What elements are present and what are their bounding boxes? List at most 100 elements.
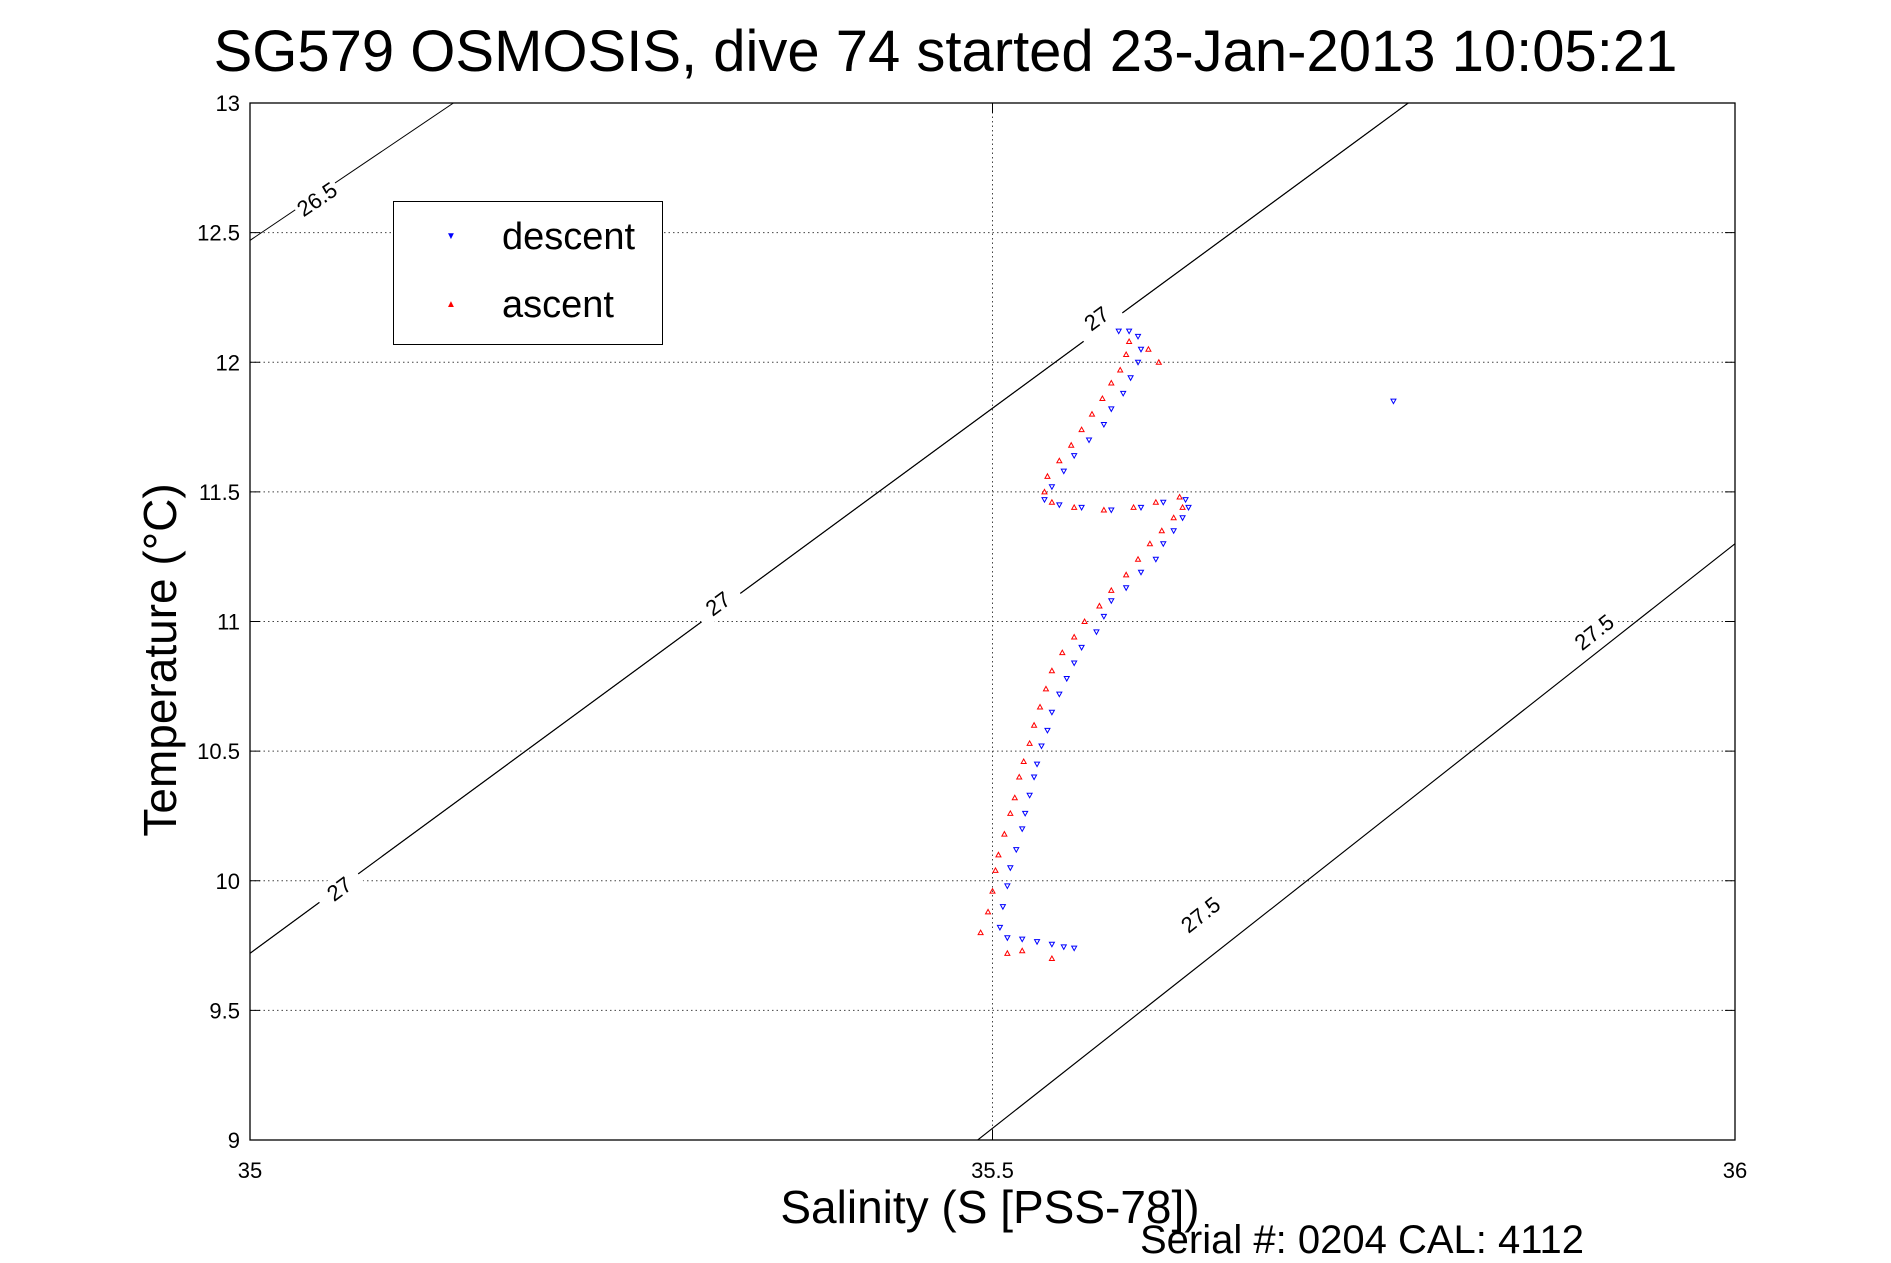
descent-point <box>1179 515 1186 522</box>
descent-point <box>1119 390 1127 397</box>
ascent-point <box>1006 809 1014 816</box>
ascent-point <box>1130 503 1137 510</box>
descent-point <box>1018 936 1026 943</box>
x-tick-label: 35.5 <box>971 1158 1014 1183</box>
chart-title: SG579 OSMOSIS, dive 74 started 23-Jan-20… <box>213 19 1678 84</box>
contour-label-bg <box>312 863 367 914</box>
ascent-point <box>1018 947 1026 954</box>
ascent-point <box>1116 366 1124 373</box>
descent-point <box>1048 941 1056 948</box>
ascent-point <box>1004 949 1011 956</box>
descent-point <box>1070 453 1078 460</box>
ascent-point <box>1015 773 1023 780</box>
ascent-point <box>1041 488 1048 495</box>
ascent-point <box>1176 493 1183 500</box>
descent-point <box>1170 528 1178 535</box>
ascent-point <box>1146 540 1154 547</box>
ascent-point <box>1044 472 1051 479</box>
descent-point <box>1185 504 1192 511</box>
descent-point <box>1021 810 1029 817</box>
descent-point <box>1159 499 1167 506</box>
descent-point <box>1137 346 1145 353</box>
ascent-point <box>1170 514 1178 521</box>
descent-point <box>1055 691 1063 698</box>
ascent-point <box>1155 358 1163 365</box>
ascent-point <box>1058 649 1066 656</box>
descent-point <box>1070 945 1078 952</box>
descent-point <box>1093 629 1100 636</box>
descent-point <box>1044 727 1051 734</box>
ascent-point <box>1020 757 1028 764</box>
ascent-point <box>1145 345 1152 352</box>
descent-point <box>1048 709 1056 716</box>
legend-descent-marker-icon: ▼ <box>446 231 456 242</box>
ascent-point <box>1158 527 1166 534</box>
legend-ascent-label: ascent <box>502 284 614 326</box>
ascent-point <box>1107 586 1115 593</box>
ascent-point <box>1081 617 1088 624</box>
descent-point <box>1030 774 1038 781</box>
ascent-point <box>1096 602 1103 609</box>
descent-point <box>1060 944 1068 951</box>
descent-point <box>1063 676 1071 683</box>
descent-point <box>1085 437 1093 444</box>
descent-point <box>1182 497 1189 504</box>
ascent-point <box>1001 830 1008 837</box>
axes-layer: 35 35.5 36 9 9.5 10 10.5 11 11.5 12 12.5 13 <box>197 91 1747 1183</box>
descent-point <box>999 904 1007 911</box>
isopycnal-line <box>977 543 1735 1140</box>
legend-ascent-marker-icon: ▲ <box>446 299 456 310</box>
ascent-point <box>1048 667 1056 674</box>
x-tick-label: 35 <box>238 1158 262 1183</box>
x-tick-label: 36 <box>1723 1158 1747 1183</box>
y-tick-label: 10.5 <box>197 739 240 764</box>
descent-point <box>1033 761 1041 768</box>
ascent-point <box>989 887 996 894</box>
descent-point <box>1134 359 1142 366</box>
descent-point <box>1137 569 1145 576</box>
contour-label-bg <box>1567 606 1621 657</box>
ascent-point <box>1107 379 1115 386</box>
ascent-point <box>1100 506 1108 513</box>
descent-point <box>1115 328 1123 335</box>
ascent-point <box>977 929 984 936</box>
ascent-point <box>1048 954 1056 962</box>
descent-point <box>1033 939 1041 946</box>
y-tick-label: 9.5 <box>209 998 240 1023</box>
ascent-point <box>1088 410 1096 417</box>
ascent-point <box>984 908 992 915</box>
descent-point <box>996 924 1004 931</box>
contour-label-bg <box>690 578 745 629</box>
ascent-point <box>1042 685 1050 692</box>
descent-point <box>1122 585 1130 592</box>
ascent-point <box>1179 503 1186 510</box>
y-tick-label: 10 <box>216 869 240 894</box>
data-layer <box>977 328 1397 962</box>
ascent-point <box>995 851 1002 858</box>
descent-point <box>1100 613 1108 620</box>
ascent-point <box>1048 498 1056 505</box>
contour-label-bg <box>289 174 344 224</box>
legend: ▼ descent ▲ ascent <box>393 201 663 345</box>
descent-point <box>1125 328 1133 335</box>
descent-point <box>1004 883 1011 890</box>
descent-point <box>1006 865 1014 872</box>
descent-point <box>1159 541 1167 548</box>
y-tick-label: 11 <box>217 610 240 635</box>
ascent-point <box>1134 555 1142 562</box>
descent-point <box>1137 504 1145 511</box>
y-axis-label: Temperature (°C) <box>134 483 186 837</box>
descent-point <box>1390 398 1397 405</box>
y-tick-label: 12.5 <box>197 221 240 246</box>
descent-point <box>1078 504 1085 511</box>
ascent-point <box>1055 457 1063 464</box>
descent-point <box>1107 598 1115 605</box>
ascent-point <box>1152 498 1160 505</box>
descent-point <box>1041 497 1048 504</box>
legend-descent-label: descent <box>502 216 636 258</box>
descent-point <box>1127 375 1134 382</box>
ascent-point <box>1122 571 1130 578</box>
y-tick-label: 9 <box>228 1128 240 1153</box>
